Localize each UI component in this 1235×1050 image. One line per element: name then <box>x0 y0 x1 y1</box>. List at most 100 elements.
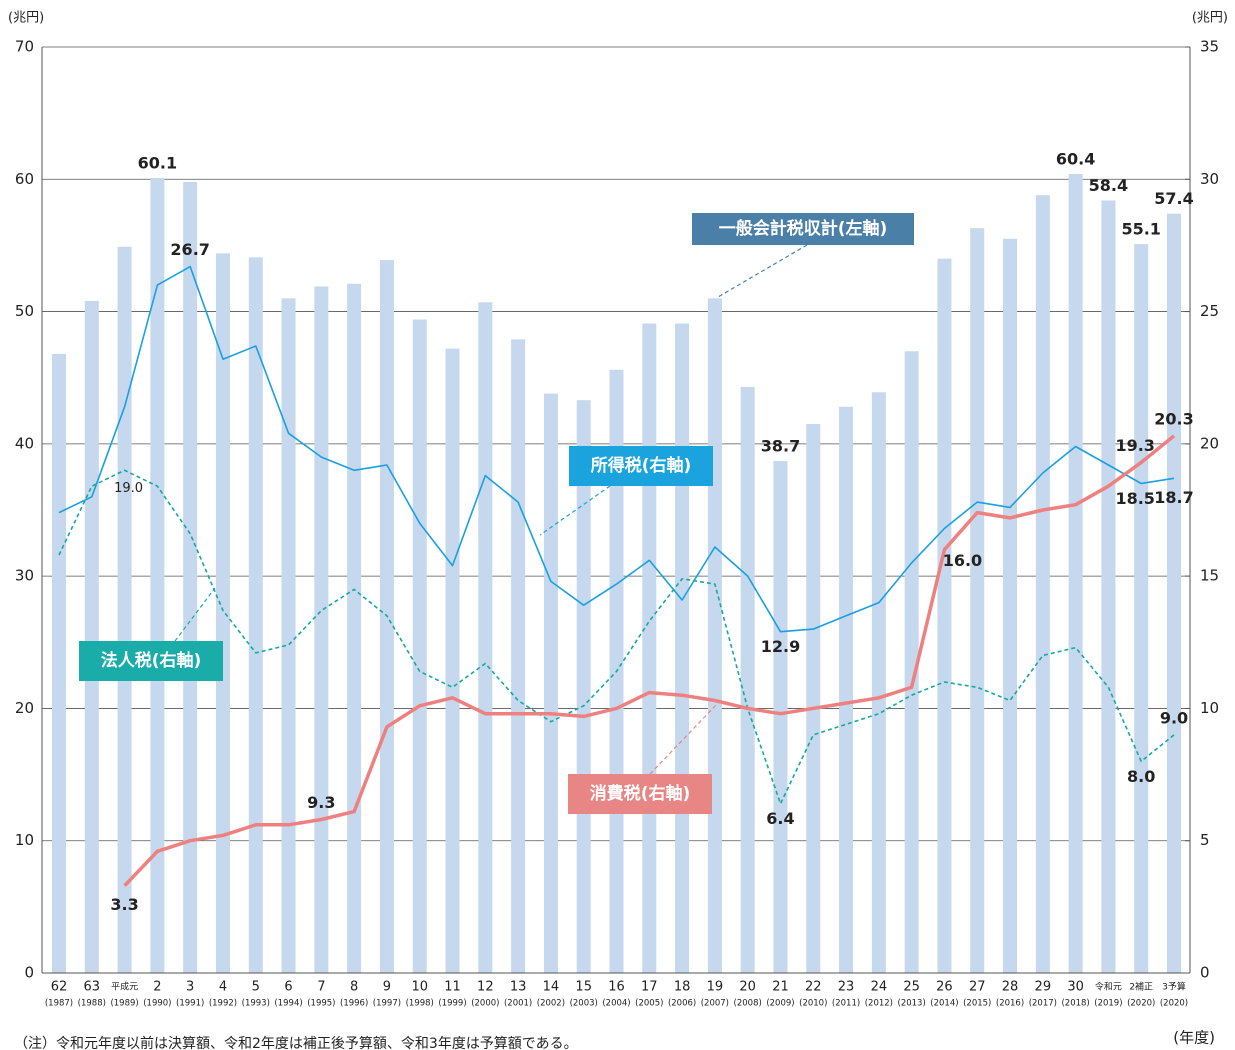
x-tick-year: (2010) <box>799 999 827 1009</box>
bar <box>937 258 952 974</box>
data-label: 18.7 <box>1154 488 1193 507</box>
callout-leader <box>717 244 808 298</box>
x-tick-label: 25 <box>903 980 920 995</box>
x-tick-year: (2008) <box>734 999 762 1009</box>
y-tick-label: 0 <box>24 964 34 982</box>
y-tick-label: 10 <box>15 831 34 849</box>
legend-box <box>79 641 223 681</box>
bar <box>675 323 690 973</box>
data-label: 9.0 <box>1160 708 1188 727</box>
x-tick-year: (1990) <box>143 999 171 1009</box>
bar <box>1134 244 1149 973</box>
data-label: 8.0 <box>1127 767 1155 786</box>
x-tick-year: (1991) <box>176 999 204 1009</box>
x-tick-label: 19 <box>707 980 724 995</box>
x-tick-year: (2004) <box>602 999 630 1009</box>
x-tick-year: (2002) <box>537 999 565 1009</box>
y-unit: (兆円) <box>8 11 44 26</box>
data-label: 6.4 <box>766 809 794 828</box>
note: （注）令和元年度以前は決算額、令和2年度は補正後予算額、令和3年度は予算額である… <box>14 1035 578 1050</box>
callout-leader <box>649 702 719 775</box>
x-tick-label: 23 <box>838 980 855 995</box>
x-tick-year: (2006) <box>668 999 696 1009</box>
bar <box>871 392 886 973</box>
data-label: 57.4 <box>1154 189 1193 208</box>
y2-tick-label: 10 <box>1200 699 1219 717</box>
x-tick-label: 20 <box>739 980 756 995</box>
x-tick-label: 3予算 <box>1162 981 1186 993</box>
data-label: 60.4 <box>1056 149 1095 168</box>
bar <box>478 302 493 974</box>
x-tick-year: (1987) <box>45 999 73 1009</box>
bar <box>970 228 985 973</box>
bar <box>806 424 821 973</box>
data-label: 16.0 <box>943 551 982 570</box>
bar <box>740 386 755 974</box>
bar <box>347 283 362 973</box>
bar <box>1068 173 1083 974</box>
x-tick-label: 63 <box>84 980 101 995</box>
x-tick-label: 29 <box>1035 980 1052 995</box>
x-tick-year: (2000) <box>471 999 499 1009</box>
x-tick-label: 4 <box>219 980 227 995</box>
x-tick-year: (1998) <box>406 999 434 1009</box>
bar <box>314 286 329 973</box>
legend-box <box>692 213 914 245</box>
y2-tick-label: 20 <box>1200 434 1219 452</box>
legend-box <box>568 774 712 814</box>
y-tick-label: 40 <box>15 434 34 452</box>
x-tick-year: (2007) <box>701 999 729 1009</box>
y2-tick-label: 0 <box>1200 964 1210 982</box>
y-tick-label: 70 <box>15 38 34 56</box>
x-tick-label: 11 <box>444 980 461 995</box>
y2-tick-label: 25 <box>1200 302 1219 320</box>
x-tick-label: 2 <box>153 980 161 995</box>
line <box>58 469 1175 805</box>
x-tick-year: (2020) <box>1127 999 1155 1009</box>
x-tick-year: (2019) <box>1094 999 1122 1009</box>
y-tick-label: 60 <box>15 170 34 188</box>
x-tick-year: (2013) <box>898 999 926 1009</box>
bar <box>1035 195 1050 973</box>
data-label: 38.7 <box>761 437 800 456</box>
x-tick-label: 令和元 <box>1095 981 1122 993</box>
bar <box>117 246 132 973</box>
data-label: 18.5 <box>1115 489 1154 508</box>
x-tick-label: 8 <box>350 980 358 995</box>
bar <box>1101 200 1116 974</box>
x-tick-year: (2012) <box>865 999 893 1009</box>
y2-tick-label: 5 <box>1200 831 1210 849</box>
bar <box>52 353 66 974</box>
x-tick-label: 18 <box>674 980 691 995</box>
x-tick-label: 9 <box>383 980 391 995</box>
bar <box>445 348 460 973</box>
x-tick-label: 17 <box>641 980 658 995</box>
data-label: 60.1 <box>138 153 177 172</box>
bar <box>839 406 854 973</box>
x-tick-label: 24 <box>871 980 888 995</box>
legend-box <box>569 446 713 486</box>
x-tick-label: 16 <box>608 980 625 995</box>
x-tick-year: (1995) <box>307 999 335 1009</box>
x-tick-year: (1996) <box>340 999 368 1009</box>
x-tick-label: 5 <box>252 980 260 995</box>
x-unit: (年度) <box>1173 1029 1215 1047</box>
bar <box>412 319 427 974</box>
x-tick-label: 28 <box>1002 980 1019 995</box>
x-tick-year: (1997) <box>373 999 401 1009</box>
x-tick-label: 15 <box>575 980 592 995</box>
x-tick-label: 3 <box>186 980 194 995</box>
legend-label: 法人税(右軸) <box>101 650 202 671</box>
x-tick-label: 13 <box>510 980 527 995</box>
bar <box>1167 213 1181 973</box>
y2-tick-label: 35 <box>1200 38 1219 56</box>
data-label: 19.0 <box>114 481 143 496</box>
x-tick-label: 6 <box>284 980 292 995</box>
x-tick-year: (2001) <box>504 999 532 1009</box>
data-label: 19.3 <box>1115 436 1154 455</box>
data-label: 3.3 <box>110 895 138 914</box>
bar <box>904 351 919 973</box>
y2-tick-label: 30 <box>1200 170 1219 188</box>
bar <box>248 257 263 973</box>
